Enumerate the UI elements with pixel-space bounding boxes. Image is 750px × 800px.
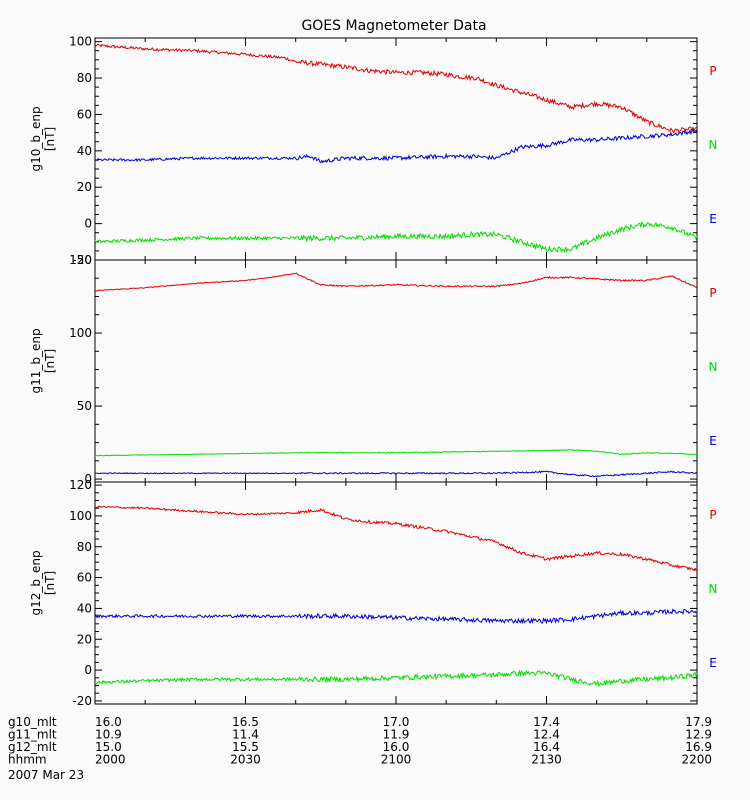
legend-entry-n: N [709, 582, 718, 596]
footer-value: 16.0 [95, 715, 122, 729]
y-tick-label: 0 [84, 217, 92, 231]
footer-value: 11.4 [232, 728, 259, 742]
y-tick-label: 0 [84, 472, 92, 486]
y-tick-label: 80 [77, 540, 92, 554]
footer-value: 17.0 [383, 715, 410, 729]
footer-row-label: g11_mlt [8, 728, 57, 742]
y-tick-label: 80 [77, 71, 92, 85]
y-tick-label: 40 [77, 601, 92, 615]
chart-title: GOES Magnetometer Data [301, 18, 486, 34]
footer-value: 2030 [230, 753, 261, 767]
y-tick-label: -20 [72, 694, 92, 708]
footer-date: 2007 Mar 23 [8, 768, 84, 782]
footer-value: 16.9 [685, 740, 712, 754]
footer-axis-table: g10_mlt 16.0 16.5 17.0 17.4 17.9 g11_mlt 10.9 11… [8, 715, 712, 782]
footer-value: 15.0 [95, 740, 122, 754]
footer-value: 16.0 [383, 740, 410, 754]
footer-value: 2200 [681, 753, 712, 767]
y-tick-label: 50 [77, 399, 92, 413]
footer-value: 12.9 [685, 728, 712, 742]
footer-value: 15.5 [232, 740, 259, 754]
footer-value: 2000 [95, 753, 126, 767]
legend-entry-e: E [709, 212, 717, 226]
y-tick-label: 20 [77, 180, 92, 194]
y-axis-label: g11_b_enp [29, 328, 43, 393]
y-tick-label: 100 [69, 326, 92, 340]
footer-value: 16.5 [232, 715, 259, 729]
footer-value: 17.4 [533, 715, 560, 729]
series-line-p [94, 272, 698, 292]
footer-value: 2100 [381, 753, 412, 767]
footer-value: 17.9 [685, 715, 712, 729]
series-line-e [94, 608, 698, 625]
y-tick-label: 100 [69, 35, 92, 49]
legend-entry-n: N [709, 360, 718, 374]
y-axis-units: [nT] [43, 127, 57, 151]
y-tick-label: 60 [77, 571, 92, 585]
legend-entry-p: P [709, 508, 716, 522]
series-line-n [94, 221, 698, 254]
legend-entry-p: P [709, 286, 716, 300]
footer-row-label: g12_mlt [8, 740, 57, 754]
y-tick-label: 150 [69, 253, 92, 267]
series-line-n [94, 669, 698, 688]
y-tick-label: 20 [77, 632, 92, 646]
series-line-e [94, 128, 698, 164]
y-axis-label: g10_b_enp [29, 106, 43, 171]
y-tick-label: 100 [69, 509, 92, 523]
footer-value: 16.4 [533, 740, 560, 754]
footer-value: 11.9 [383, 728, 410, 742]
footer-value: 12.4 [533, 728, 560, 742]
series-line-n [94, 448, 698, 457]
panel-1: -20 0 20 40 60 80 100 g10_b_enp [nT] P N E [29, 35, 717, 267]
footer-value: 2130 [531, 753, 562, 767]
legend-entry-e: E [709, 434, 717, 448]
legend-entry-e: E [709, 656, 717, 670]
y-axis-label: g12_b_enp [29, 550, 43, 615]
y-tick-label: 120 [69, 478, 92, 492]
legend-entry-n: N [709, 138, 718, 152]
y-axis-units: [nT] [43, 349, 57, 373]
series-line-e [94, 470, 698, 478]
series-line-p [94, 43, 698, 134]
footer-row-label: hhmm [8, 753, 47, 767]
y-tick-label: -20 [72, 253, 92, 267]
panel-3: -20 0 20 40 60 80 100 120 g12_b_enp [nT] P N E [29, 478, 717, 708]
y-tick-label: 0 [84, 663, 92, 677]
y-tick-label: 60 [77, 107, 92, 121]
footer-value: 10.9 [95, 728, 122, 742]
y-tick-label: 40 [77, 144, 92, 158]
series-line-p [94, 505, 698, 571]
footer-row-label: g10_mlt [8, 715, 57, 729]
legend-entry-p: P [709, 64, 716, 78]
y-axis-units: [nT] [43, 571, 57, 595]
